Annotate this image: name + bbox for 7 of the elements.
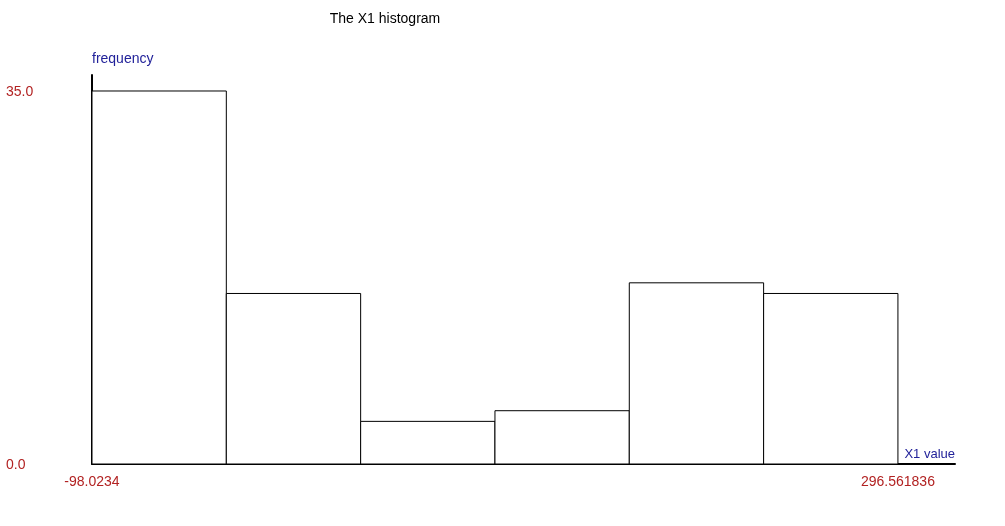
x-tick-label: -98.0234 bbox=[64, 473, 120, 489]
x-axis-title: X1 value bbox=[904, 446, 955, 461]
y-axis-title: frequency bbox=[92, 50, 154, 66]
y-tick-label: 35.0 bbox=[6, 82, 34, 99]
chart-title: The X1 histogram bbox=[329, 10, 441, 26]
y-tick-label: 0.0 bbox=[6, 456, 26, 472]
x-tick-label: 296.561836 bbox=[860, 473, 936, 489]
